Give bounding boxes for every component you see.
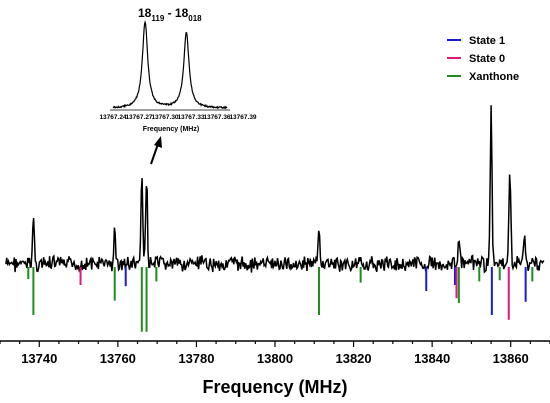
- inset-title-sep: - 18: [164, 6, 188, 20]
- inset-tick-label: 13767.27: [125, 114, 152, 121]
- experimental-spectrum-trace: [5, 105, 545, 274]
- x-tick-label: 13800: [257, 351, 293, 366]
- x-tick-label: 13860: [493, 351, 529, 366]
- series-state-0: [79, 267, 510, 320]
- inset-title: 18119 - 18018: [138, 6, 202, 23]
- series-xanthone: [27, 267, 534, 332]
- legend-label: Xanthone: [469, 71, 519, 83]
- inset-pointer-arrow: [150, 136, 162, 165]
- inset-tick-label: 13767.36: [203, 114, 230, 121]
- x-tick-label: 13820: [335, 351, 371, 366]
- series-state-1: [124, 267, 527, 315]
- inset-x-axis-label: Frequency (MHz): [143, 126, 199, 133]
- x-tick-label: 13780: [178, 351, 214, 366]
- x-tick-label: 13760: [100, 351, 136, 366]
- inset-title-main: 18: [138, 6, 152, 20]
- x-tick-label: 13740: [21, 351, 57, 366]
- inset-title-sub2: 018: [188, 14, 202, 23]
- legend: State 1 State 0 Xanthone: [447, 35, 519, 83]
- inset-trace: [112, 19, 228, 110]
- legend-label: State 1: [469, 35, 505, 47]
- x-tick-label: 13840: [414, 351, 450, 366]
- inset-plot: 18119 - 18018 13767.2413767.2713767.3013…: [99, 6, 256, 133]
- inset-title-sub1: 119: [151, 14, 164, 23]
- x-axis-label: Frequency (MHz): [202, 377, 347, 397]
- inset-tick-label: 13767.30: [151, 114, 178, 121]
- inset-tick-label: 13767.33: [177, 114, 204, 121]
- main-plot: [5, 105, 545, 332]
- inset-tick-label: 13767.24: [99, 114, 126, 121]
- x-axis: 13740 13760 13780 13800 13820 13840 13860: [0, 340, 550, 366]
- inset-tick-label: 13767.39: [229, 114, 256, 121]
- legend-label: State 0: [469, 53, 505, 65]
